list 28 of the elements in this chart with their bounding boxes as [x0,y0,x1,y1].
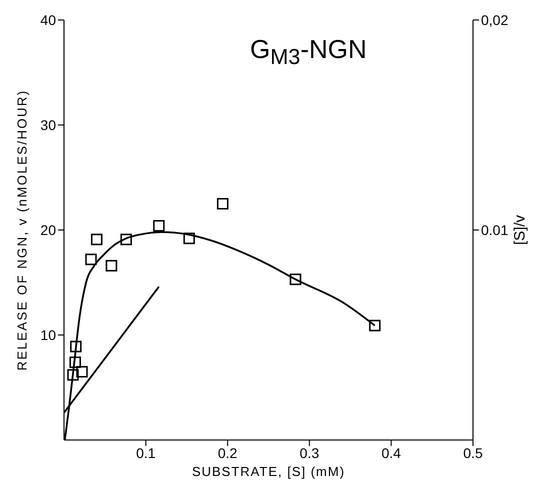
point [290,274,302,286]
point [85,254,97,266]
point [153,220,165,232]
x-tick-label: 0.4 [381,444,402,461]
y2-tick-label: 0,02 [481,12,508,28]
point [70,340,82,352]
x-axis-title: SUBSTRATE, [S] (mM) [192,464,346,479]
y-tick-label: 40 [40,12,56,28]
point [106,260,118,272]
point [90,234,102,246]
point [120,234,132,246]
text: G$_{M3}$-NGN [250,34,367,70]
point [76,366,88,378]
y2-axis-title: [S]/v [511,214,528,246]
y2-tick-label: 0.01 [481,222,508,238]
point [67,369,79,381]
x-tick-label: 0.5 [463,444,483,461]
y-tick-label: 20 [40,222,56,238]
x-tick-label: 0.2 [218,444,238,461]
x-tick-label: 0.1 [136,444,156,461]
point [216,198,228,210]
y-tick-label: 10 [40,326,56,343]
x-tick-label: 0.3 [300,444,320,461]
y-tick-label: 30 [40,116,56,133]
y-axis-title: RELEASE OF NGN, v (nMOLES/HOUR) [14,89,30,371]
point [369,320,381,332]
point [69,356,81,368]
point [183,232,195,244]
